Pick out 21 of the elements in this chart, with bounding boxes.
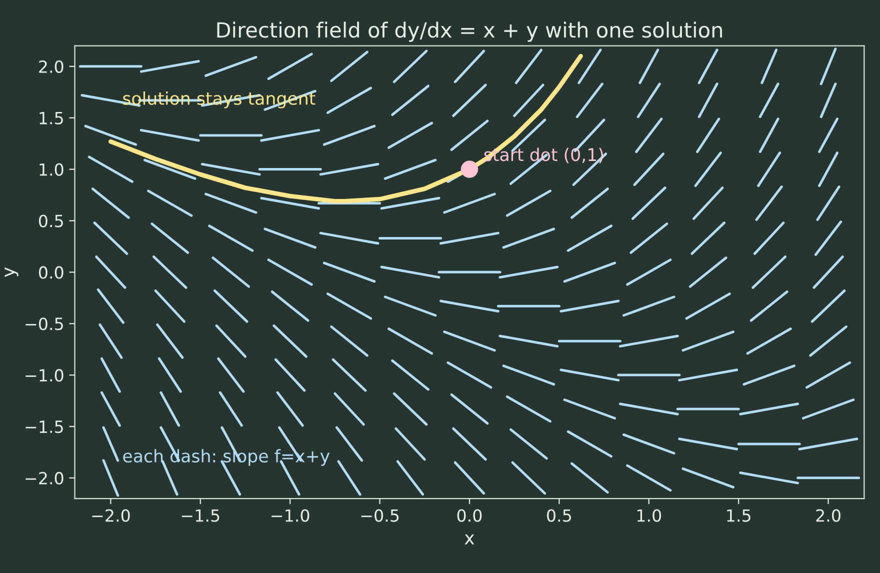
y-tick-label: −0.5 — [26, 318, 63, 330]
x-tick-label: −0.5 — [361, 509, 399, 522]
x-tick-label: 0.0 — [457, 509, 482, 522]
x-axis-title: x — [464, 534, 474, 544]
chart-title: Direction field of dy/dx = x + y with one solution — [217, 22, 722, 42]
x-tick-label: 2.0 — [816, 509, 840, 522]
x-tick-label: 0.5 — [547, 509, 571, 522]
x-tick-label: 1.5 — [727, 509, 750, 522]
y-tick-label: −1.5 — [26, 420, 63, 434]
x-tick-label: 1.0 — [637, 509, 662, 522]
y-tick-label: −2.0 — [26, 472, 64, 485]
y-tick-label: 0.5 — [38, 214, 63, 228]
x-tick-label: −2.0 — [92, 509, 130, 522]
y-tick-label: 2.0 — [39, 60, 64, 73]
x-tick-label: −1.0 — [272, 509, 310, 522]
y-tick-label: −1.0 — [26, 369, 64, 382]
x-tick-label: −1.5 — [182, 509, 220, 522]
y-tick-label: 0.0 — [38, 266, 64, 279]
y-tick-label: 1.0 — [40, 163, 64, 176]
y-tick-label: 1.5 — [40, 112, 63, 124]
y-axis-title: y — [4, 267, 18, 277]
